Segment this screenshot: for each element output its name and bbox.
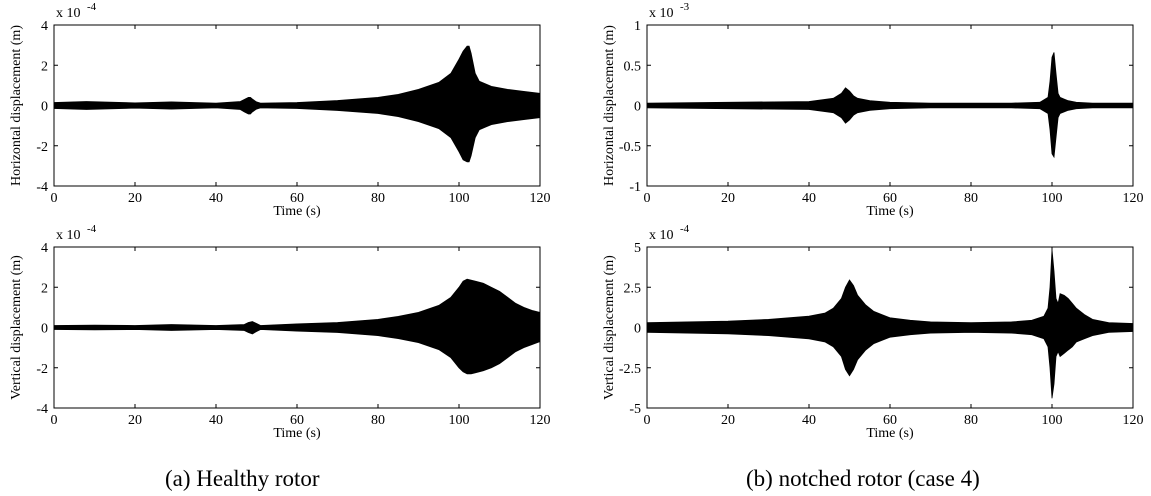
panel-a-bottom-ytick-label: 2 xyxy=(41,281,48,296)
panel-a-bottom-signal xyxy=(53,278,541,375)
panel-b-bottom-ytick-label: -5 xyxy=(629,402,641,417)
panel-b-bottom-xtick-label: 40 xyxy=(802,413,816,428)
panel-a-top-xlabel: Time (s) xyxy=(273,204,321,219)
panel-b-bottom-ytick-label: 5 xyxy=(634,241,641,256)
panel-b-bottom-xtick-label: 60 xyxy=(883,413,897,428)
panel-a-bottom-xtick-label: 80 xyxy=(371,413,385,428)
panel-b-bottom-ytick-label: 0 xyxy=(634,322,641,337)
panel-a-top-ytick-label: 2 xyxy=(41,59,48,74)
panel-a-bottom-ytick-label: -4 xyxy=(36,402,48,417)
panel-a-top-ytick-label: -4 xyxy=(36,180,48,195)
caption-left: (a) Healthy rotor xyxy=(165,466,320,491)
panel-b-bottom-signal xyxy=(646,249,1134,399)
panel-a-top-xtick-label: 0 xyxy=(51,191,58,206)
panel-a-bottom-ytick-label: 4 xyxy=(41,241,48,256)
panel-b-bottom-multiplier: x 10 xyxy=(649,228,674,243)
panel-a-top-ylabel: Horizontal displacement (m) xyxy=(9,25,24,186)
panel-a-top-xtick-label: 60 xyxy=(290,191,304,206)
panel-b-bottom-xtick-label: 20 xyxy=(721,413,735,428)
panel-b-bottom-ytick-label: -2.5 xyxy=(619,362,641,377)
panel-b-top-ytick-label: 1 xyxy=(634,19,641,34)
panel-a-bottom-xtick-label: 120 xyxy=(530,413,551,428)
panel-b-top-xlabel: Time (s) xyxy=(866,204,914,219)
panel-a-top-multiplier-exponent: -4 xyxy=(87,1,97,13)
panel-b-bottom-ylabel: Vertical displacement (m) xyxy=(602,255,617,400)
panel-b-top-xtick-label: 20 xyxy=(721,191,735,206)
panel-a-top-signal xyxy=(53,45,541,163)
panel-a-bottom-ytick-label: -2 xyxy=(36,362,48,377)
panel-b-top-xtick-label: 60 xyxy=(883,191,897,206)
panel-b-top-ylabel: Horizontal displacement (m) xyxy=(602,25,617,186)
panel-a-top-ytick-label: -2 xyxy=(36,140,48,155)
panel-a-top-xtick-label: 80 xyxy=(371,191,385,206)
panel-a-bottom-xtick-label: 20 xyxy=(128,413,142,428)
panel-b-bottom-ytick-label: 2.5 xyxy=(624,281,642,296)
panel-a-top-ytick-label: 0 xyxy=(41,100,48,115)
panel-a-top-multiplier: x 10 xyxy=(56,6,81,21)
panel-a-top-ytick-label: 4 xyxy=(41,19,48,34)
panel-a-top-xtick-label: 40 xyxy=(209,191,223,206)
panel-b-bottom-xtick-label: 120 xyxy=(1123,413,1144,428)
panel-b-top-ytick-label: -0.5 xyxy=(619,140,641,155)
panel-b-top-multiplier-exponent: -3 xyxy=(680,1,690,13)
panel-b-top-ytick-label: -1 xyxy=(629,180,641,195)
panel-a-bottom-xlabel: Time (s) xyxy=(273,426,321,441)
panel-b-top-signal xyxy=(646,52,1134,159)
panel-a-bottom-xtick-label: 40 xyxy=(209,413,223,428)
panel-b-top-ytick-label: 0 xyxy=(634,100,641,115)
panel-a-bottom-multiplier: x 10 xyxy=(56,228,81,243)
panel-a-bottom-ytick-label: 0 xyxy=(41,322,48,337)
panel-b-bottom-xtick-label: 80 xyxy=(964,413,978,428)
panel-b-top-ytick-label: 0.5 xyxy=(624,59,642,74)
panel-a-bottom-xtick-label: 100 xyxy=(449,413,470,428)
panel-b-bottom-multiplier-exponent: -4 xyxy=(680,223,690,235)
panel-a-bottom-ylabel: Vertical displacement (m) xyxy=(9,255,24,400)
panel-b-top-xtick-label: 80 xyxy=(964,191,978,206)
panel-b-bottom-xtick-label: 100 xyxy=(1042,413,1063,428)
panel-b-top-xtick-label: 100 xyxy=(1042,191,1063,206)
panel-b-bottom-xtick-label: 0 xyxy=(644,413,651,428)
panel-a-bottom-xtick-label: 0 xyxy=(51,413,58,428)
panel-a-top-xtick-label: 120 xyxy=(530,191,551,206)
panel-b-bottom-xlabel: Time (s) xyxy=(866,426,914,441)
panel-b-top-multiplier: x 10 xyxy=(649,6,674,21)
panel-a-bottom-xtick-label: 60 xyxy=(290,413,304,428)
panel-a-bottom-multiplier-exponent: -4 xyxy=(87,223,97,235)
panel-b-top-xtick-label: 120 xyxy=(1123,191,1144,206)
panel-a-top-xtick-label: 100 xyxy=(449,191,470,206)
panel-b-top-xtick-label: 0 xyxy=(644,191,651,206)
panel-a-top-xtick-label: 20 xyxy=(128,191,142,206)
caption-right: (b) notched rotor (case 4) xyxy=(746,466,980,491)
panel-b-top-xtick-label: 40 xyxy=(802,191,816,206)
